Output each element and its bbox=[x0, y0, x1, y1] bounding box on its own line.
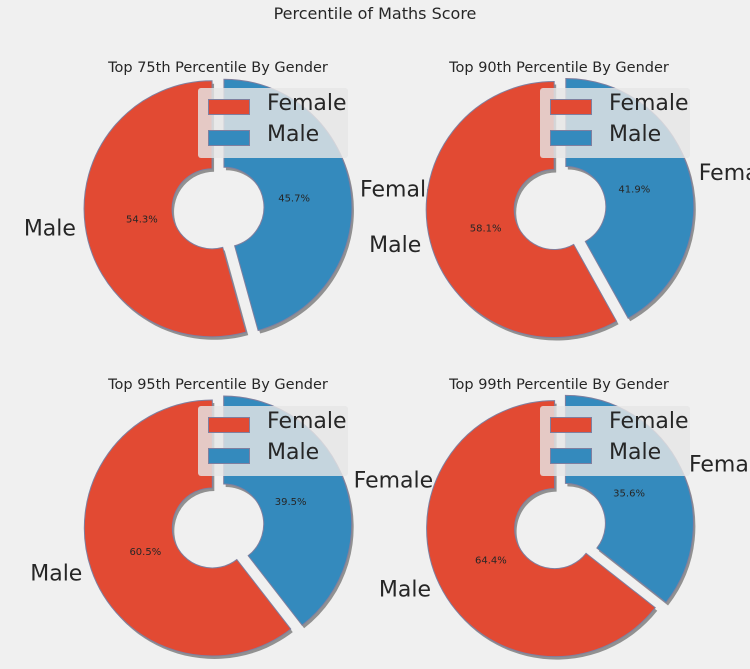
legend-swatch bbox=[208, 417, 250, 433]
slice-percent-label: 39.5% bbox=[275, 497, 307, 508]
legend-swatch bbox=[208, 99, 250, 115]
slice-category-label: Male bbox=[30, 561, 82, 586]
legend-entry: Male bbox=[198, 440, 348, 472]
legend-swatch bbox=[550, 130, 592, 146]
slice-category-label: Male bbox=[369, 233, 421, 258]
slice-percent-label: 35.6% bbox=[613, 488, 645, 499]
slice-category-label: Male bbox=[24, 216, 76, 241]
slice-percent-label: 60.5% bbox=[129, 547, 161, 558]
legend-entry: Male bbox=[198, 122, 348, 154]
legend: Female Male bbox=[540, 406, 690, 476]
legend-label: Male bbox=[609, 440, 662, 465]
legend-entry: Male bbox=[540, 440, 690, 472]
legend-swatch bbox=[550, 417, 592, 433]
slice-category-label: Male bbox=[379, 578, 431, 603]
panel-title: Top 95th Percentile By Gender bbox=[108, 377, 328, 393]
legend: Female Male bbox=[198, 406, 348, 476]
pie-slice-male bbox=[83, 399, 292, 657]
legend-label: Female bbox=[267, 409, 347, 434]
legend-entry: Female bbox=[540, 409, 690, 441]
slice-category-label: Female bbox=[689, 452, 750, 477]
slice-percent-label: 58.1% bbox=[470, 223, 502, 234]
legend-swatch bbox=[550, 448, 592, 464]
panel-title: Top 99th Percentile By Gender bbox=[449, 377, 669, 393]
legend-entry: Female bbox=[198, 409, 348, 441]
slice-percent-label: 45.7% bbox=[278, 194, 310, 205]
legend-label: Female bbox=[609, 409, 689, 434]
legend-entry: Female bbox=[198, 91, 348, 123]
legend-swatch bbox=[208, 130, 250, 146]
slice-percent-label: 41.9% bbox=[618, 185, 650, 196]
slice-category-label: Female bbox=[699, 161, 750, 186]
slice-percent-label: 64.4% bbox=[475, 556, 507, 567]
panel-title: Top 75th Percentile By Gender bbox=[108, 60, 328, 76]
legend-entry: Male bbox=[540, 122, 690, 154]
legend-label: Male bbox=[267, 122, 320, 147]
legend-label: Male bbox=[609, 122, 662, 147]
pie-slice-male bbox=[426, 400, 656, 658]
slice-percent-label: 54.3% bbox=[126, 214, 158, 225]
legend: Female Male bbox=[540, 88, 690, 158]
slice-category-label: Female bbox=[354, 469, 434, 494]
legend-label: Male bbox=[267, 440, 320, 465]
legend-swatch bbox=[208, 448, 250, 464]
legend-entry: Female bbox=[540, 91, 690, 123]
pie-slice-male bbox=[425, 81, 618, 339]
legend: Female Male bbox=[198, 88, 348, 158]
legend-label: Female bbox=[609, 91, 689, 116]
legend-swatch bbox=[550, 99, 592, 115]
legend-label: Female bbox=[267, 91, 347, 116]
panel-title: Top 90th Percentile By Gender bbox=[449, 60, 669, 76]
figure-title: Percentile of Maths Score bbox=[273, 4, 477, 23]
